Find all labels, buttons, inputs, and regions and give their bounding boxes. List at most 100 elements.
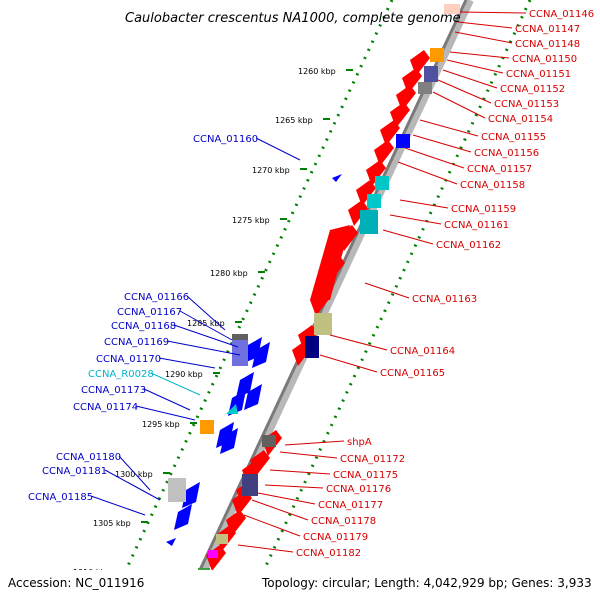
leader-line	[173, 324, 239, 348]
forward-gene	[174, 504, 192, 530]
gene-label-right: CCNA_01155	[481, 132, 546, 143]
tick-label: 1275 kbp	[232, 216, 270, 225]
forward-gene	[182, 482, 200, 508]
tick-label: 1260 kbp	[298, 67, 336, 76]
leader-line	[437, 79, 492, 104]
tick-label: 1300 kbp	[115, 470, 153, 479]
gene-block	[314, 313, 332, 335]
gene-block	[242, 474, 258, 496]
reverse-gene	[232, 490, 252, 516]
forward-gene-block	[232, 340, 248, 366]
rna-gene	[360, 210, 378, 234]
gene-label-left: CCNA_01174	[73, 402, 138, 413]
leader-line	[432, 91, 486, 119]
tick-label: 1265 kbp	[275, 116, 313, 125]
leader-line	[382, 229, 434, 245]
forward-gene-small	[166, 538, 176, 546]
leader-line	[419, 119, 479, 137]
gene-label-right: CCNA_01165	[380, 368, 445, 379]
gene-label-right: CCNA_01161	[444, 220, 509, 231]
gene-label-right: CCNA_01163	[412, 294, 477, 305]
forward-gene-small	[332, 174, 342, 182]
leader-line	[329, 334, 388, 351]
gene-label-left: CCNA_01170	[96, 354, 161, 365]
leader-line	[412, 134, 472, 153]
gene-block	[430, 48, 444, 62]
gene-label-right: CCNA_01177	[318, 500, 383, 511]
tick-label: 1280 kbp	[210, 269, 248, 278]
leader-line	[397, 161, 458, 185]
leader-line	[404, 147, 465, 169]
gene-label-right: CCNA_01159	[451, 204, 516, 215]
leader-line	[135, 405, 196, 421]
gene-label-right: CCNA_01156	[474, 148, 539, 159]
gene-label-right: CCNA_01147	[515, 24, 580, 35]
gene-label-right: CCNA_01164	[390, 346, 455, 357]
forward-gene	[252, 342, 270, 368]
rna-gene	[367, 194, 381, 208]
leader-line	[269, 469, 331, 475]
leader-line	[186, 295, 226, 331]
gene-block	[418, 82, 432, 94]
summary-text: Topology: circular; Length: 4,042,929 bp…	[261, 576, 592, 590]
gene-block	[262, 435, 276, 447]
leader-line	[255, 137, 301, 161]
gene-label-right: CCNA_01162	[436, 240, 501, 251]
tick-label: 1290 kbp	[165, 370, 203, 379]
forward-gene	[220, 428, 238, 454]
gene-label-right: CCNA_01146	[529, 9, 594, 20]
leader-line	[143, 388, 191, 411]
leader-line	[243, 514, 301, 537]
reverse-gene	[366, 160, 386, 186]
reverse-gene	[380, 120, 400, 146]
leader-line	[389, 214, 442, 225]
reverse-gene	[356, 180, 376, 206]
gene-label-right: CCNA_01178	[311, 516, 376, 527]
leader-line	[454, 31, 513, 44]
rna-gene	[375, 176, 389, 190]
forward-gene-block	[232, 334, 248, 340]
leader-line	[166, 340, 241, 356]
gene-label-right: CCNA_01158	[460, 180, 525, 191]
gene-block	[216, 534, 228, 544]
leader-line	[251, 499, 309, 521]
gene-block	[424, 66, 438, 82]
leader-line	[237, 544, 294, 553]
forward-gene	[244, 384, 262, 410]
gene-label-right: CCNA_01175	[333, 470, 398, 481]
leader-line	[104, 469, 161, 501]
reverse-gene-large	[310, 225, 350, 300]
footer-background	[0, 570, 600, 600]
leader-line	[264, 484, 324, 489]
gene-label-left: CCNA_01185	[28, 492, 93, 503]
leader-line	[446, 59, 504, 74]
gene-label-left: CCNA_01168	[111, 321, 176, 332]
leader-line	[179, 310, 233, 341]
reverse-gene	[374, 140, 394, 166]
forward-gene-block	[396, 134, 410, 148]
reverse-gene	[348, 200, 368, 226]
gene-label-right: CCNA_01154	[488, 114, 553, 125]
leader-line	[319, 354, 378, 373]
tick-label: 1285 kbp	[187, 319, 225, 328]
gc-track-outer	[248, 0, 532, 600]
gene-block	[208, 550, 218, 558]
gene-label-right: CCNA_01179	[303, 532, 368, 543]
gene-label-right: CCNA_01176	[326, 484, 391, 495]
leader-line	[459, 11, 527, 14]
gene-label-left: CCNA_01169	[104, 337, 169, 348]
gene-label-left: CCNA_01181	[42, 466, 107, 477]
leader-line	[449, 51, 510, 59]
gene-block	[305, 336, 319, 358]
gene-block	[168, 478, 186, 502]
rna-gene	[226, 404, 238, 414]
tick-label: 1270 kbp	[252, 166, 290, 175]
gene-label-right: shpA	[347, 437, 372, 448]
gene-label-right: CCNA_01150	[512, 54, 577, 65]
gene-label-right: CCNA_01172	[340, 454, 405, 465]
gene-label-left: CCNA_01180	[56, 452, 121, 463]
leader-line	[90, 495, 146, 516]
leader-line	[284, 440, 345, 446]
gene-label-right: CCNA_01152	[500, 84, 565, 95]
